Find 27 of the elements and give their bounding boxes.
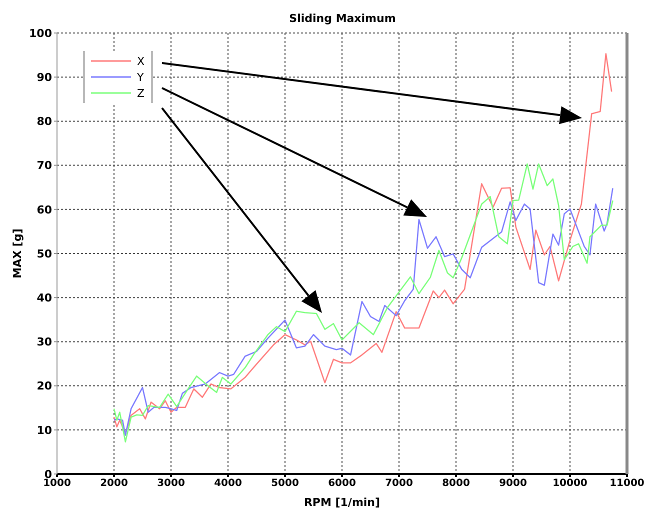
y-tick-label: 40 bbox=[36, 292, 52, 305]
x-tick-label: 10000 bbox=[552, 478, 588, 490]
x-tick-label: 3000 bbox=[157, 478, 185, 490]
x-tick-label: 5000 bbox=[271, 478, 299, 490]
y-tick-label: 20 bbox=[36, 380, 52, 393]
x-tick-label: 8000 bbox=[442, 478, 470, 490]
chart-title: Sliding Maximum bbox=[288, 12, 397, 25]
y-tick-label: 80 bbox=[36, 115, 52, 128]
y-tick-label: 70 bbox=[36, 159, 52, 172]
y-tick-label: 60 bbox=[36, 203, 52, 216]
y-axis-title: MAX [g] bbox=[10, 228, 24, 278]
y-tick-label: 10 bbox=[36, 424, 52, 437]
legend-label: Y bbox=[137, 70, 144, 84]
y-tick-label: 90 bbox=[36, 71, 52, 84]
y-tick-label: 100 bbox=[29, 26, 52, 40]
x-tick-label: 7000 bbox=[385, 478, 413, 490]
x-tick-label: 2000 bbox=[100, 478, 128, 490]
x-tick-label: 1000 bbox=[43, 478, 71, 490]
y-tick-label: 30 bbox=[36, 336, 52, 349]
x-tick-label: 4000 bbox=[214, 478, 242, 490]
x-axis-title: RPM [1/min] bbox=[304, 496, 380, 509]
x-tick-label: 6000 bbox=[328, 478, 356, 490]
legend-label: X bbox=[137, 54, 145, 68]
legend-label: Z bbox=[137, 86, 145, 100]
x-tick-label: 9000 bbox=[499, 478, 527, 490]
y-tick-label: 50 bbox=[36, 247, 52, 260]
x-tick-label: 11000 bbox=[610, 478, 644, 490]
